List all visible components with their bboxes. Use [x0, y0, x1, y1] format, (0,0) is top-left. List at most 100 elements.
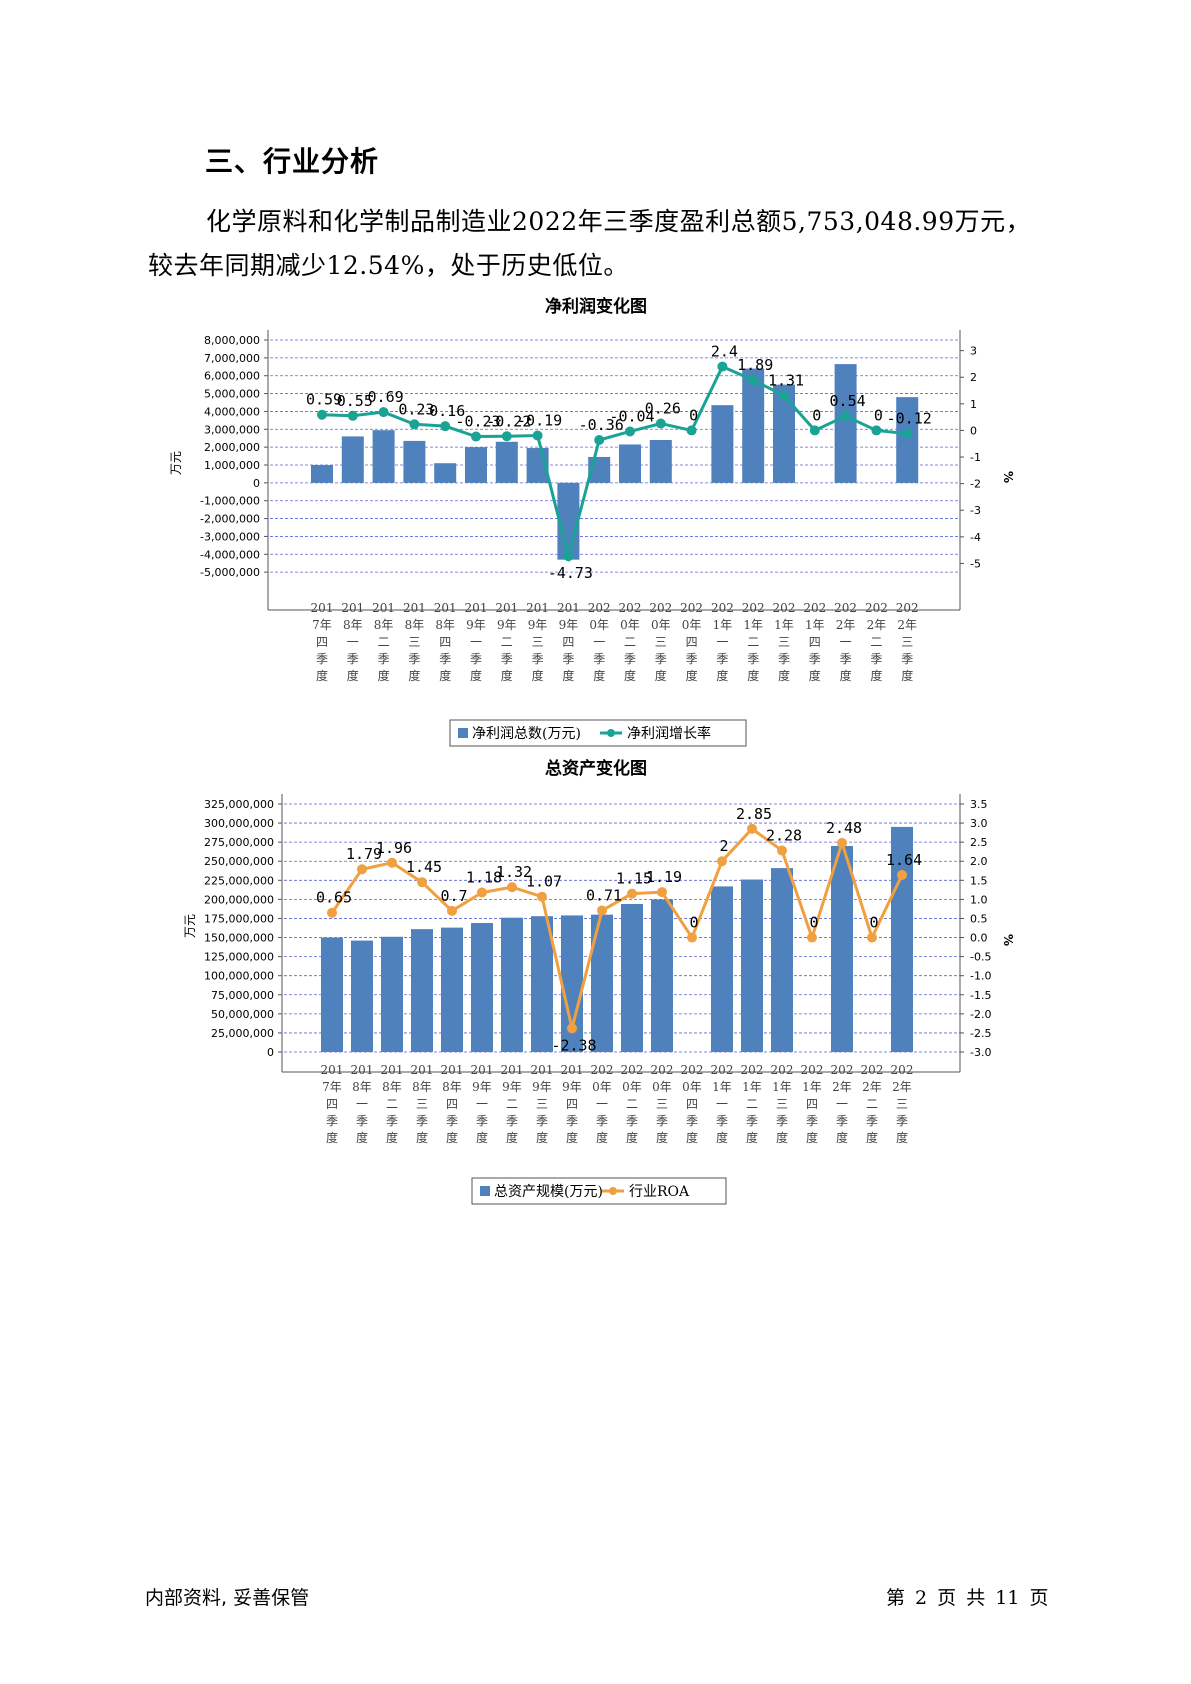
legend-line-label: 行业ROA	[629, 1184, 690, 1200]
line-point	[357, 864, 367, 875]
y-tick-label: -1,000,000	[200, 495, 260, 508]
line-point	[779, 390, 789, 401]
legend-box	[471, 1177, 727, 1205]
x-tick-label: 202 0年四季度	[680, 601, 703, 683]
x-tick-label: 202 1年三季度	[771, 1063, 794, 1145]
line-point	[747, 823, 757, 834]
line-point	[532, 430, 543, 441]
x-tick-label: 202 2年二季度	[861, 1063, 884, 1145]
bar	[742, 368, 765, 483]
y2-tick-label: -1.0	[970, 970, 991, 983]
x-tick-label: 202 1年四季度	[801, 1063, 824, 1145]
data-label: 1.32	[496, 863, 532, 881]
line-point	[748, 375, 759, 386]
x-tick-label: 201 9年二季度	[501, 1063, 524, 1145]
data-label: -0.22	[486, 412, 531, 430]
data-label: 1.31	[768, 372, 804, 390]
x-tick-label: 202 1年二季度	[742, 601, 765, 683]
x-tick-label: 202 2年二季度	[865, 601, 888, 683]
bar	[773, 384, 795, 483]
x-tick-label: 202 1年一季度	[711, 1063, 734, 1145]
x-tick-label: 202 2年三季度	[891, 1063, 914, 1145]
line-point	[563, 551, 574, 562]
data-label: -0.12	[887, 410, 932, 428]
x-tick-label: 201 8年二季度	[381, 1063, 404, 1145]
footer-confidential: 内部资料, 妥善保管	[145, 1587, 310, 1609]
y-axis-label: 万元	[169, 451, 183, 475]
x-tick-label: 201 7年四季度	[321, 1063, 344, 1145]
bar	[372, 430, 395, 483]
bar	[741, 879, 763, 1052]
data-label: -0.19	[517, 411, 562, 429]
line-point	[807, 932, 817, 943]
bar	[649, 440, 672, 483]
data-label: 0	[869, 914, 878, 932]
data-label: 2.85	[736, 805, 772, 823]
y-tick-label: -5,000,000	[200, 566, 260, 579]
legend-bar-label: 总资产规模(万元)	[494, 1184, 603, 1200]
y2-tick-label: -4	[970, 531, 981, 544]
line-point	[378, 407, 389, 418]
data-label: 0.16	[429, 402, 465, 420]
legend-bar-swatch	[458, 728, 468, 738]
data-label: -0.36	[579, 416, 624, 434]
data-label: 0	[689, 914, 698, 932]
bar	[441, 927, 463, 1052]
bar	[561, 915, 583, 1052]
y-tick-label: 225,000,000	[204, 874, 274, 887]
legend-bar-label: 净利润总数(万元)	[472, 726, 581, 742]
legend-line-marker	[609, 1187, 617, 1195]
data-label: -0.23	[455, 413, 500, 431]
data-label: 0	[809, 914, 818, 932]
y2-tick-label: 1	[970, 398, 977, 411]
line-point	[447, 905, 457, 916]
bar	[495, 441, 518, 483]
bar	[531, 916, 553, 1052]
x-tick-label: 202 1年三季度	[773, 601, 796, 683]
data-label: 1.15	[616, 870, 652, 888]
x-tick-label: 202 1年二季度	[741, 1063, 764, 1145]
line-point	[417, 877, 427, 888]
x-tick-label: 201 8年一季度	[341, 601, 364, 683]
line-point	[717, 856, 727, 867]
line-point	[327, 907, 337, 918]
bar	[465, 447, 487, 483]
bar	[621, 903, 643, 1052]
y2-tick-label: -1	[970, 451, 981, 464]
y-tick-label: 1,000,000	[204, 459, 260, 472]
line-point	[655, 418, 666, 429]
x-tick-label: 202 1年四季度	[803, 601, 826, 683]
bar	[619, 444, 641, 483]
y2-tick-label: 3.5	[970, 798, 988, 811]
bar	[311, 465, 333, 483]
x-tick-label: 201 9年四季度	[561, 1063, 584, 1145]
x-tick-label: 201 7年四季度	[311, 601, 334, 683]
y2-tick-label: -0.5	[970, 951, 991, 964]
x-tick-label: 201 9年一季度	[471, 1063, 494, 1145]
y2-tick-label: 0.0	[970, 932, 988, 945]
analysis-paragraph: 化学原料和化学制品制造业2022年三季度盈利总额5,753,048.99万元，较…	[148, 207, 1032, 280]
bar	[591, 914, 613, 1052]
data-label: 1.64	[886, 851, 922, 869]
data-label: 1.19	[646, 868, 682, 886]
y2-tick-label: -5	[970, 557, 981, 570]
y-tick-label: 7,000,000	[204, 352, 260, 365]
line-point	[717, 361, 728, 372]
bar	[651, 899, 673, 1052]
data-label: 1.89	[737, 356, 773, 374]
x-tick-label: 201 9年三季度	[531, 1063, 554, 1145]
y2-tick-label: 0.5	[970, 912, 988, 925]
x-tick-label: 202 0年一季度	[588, 601, 611, 683]
line-point	[477, 887, 487, 898]
line-point	[871, 425, 882, 436]
y-tick-label: -2,000,000	[200, 513, 260, 526]
bar	[831, 845, 853, 1052]
bar	[896, 397, 919, 483]
y-tick-label: 3,000,000	[204, 423, 260, 436]
line-point	[867, 932, 877, 943]
y-tick-label: 0	[253, 477, 260, 490]
bar	[771, 868, 793, 1052]
data-label: 0.7	[440, 887, 467, 905]
data-label: 0	[689, 406, 698, 424]
y-tick-label: 75,000,000	[211, 989, 274, 1002]
